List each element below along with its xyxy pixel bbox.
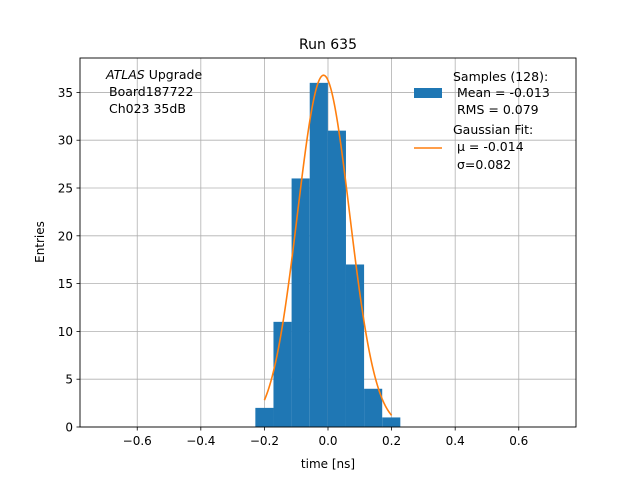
histogram-bar bbox=[364, 388, 383, 427]
y-tick-label: 35 bbox=[58, 86, 73, 100]
legend-fit-line-3: σ=0.082 bbox=[457, 157, 511, 172]
x-tick-label: −0.6 bbox=[123, 434, 152, 448]
legend-histogram-line-3: RMS = 0.079 bbox=[457, 102, 539, 117]
chart-title: Run 635 bbox=[299, 37, 357, 53]
histogram-bar bbox=[327, 130, 346, 428]
legend-histogram-line-1: Samples (128): bbox=[453, 69, 548, 84]
y-tick-label: 5 bbox=[65, 373, 73, 387]
y-tick-label: 0 bbox=[65, 421, 73, 435]
x-tick-label: −0.2 bbox=[250, 434, 279, 448]
y-tick-label: 20 bbox=[58, 229, 73, 243]
y-tick-label: 15 bbox=[58, 277, 73, 291]
histogram-bar bbox=[309, 82, 328, 427]
histogram-bar bbox=[345, 264, 365, 427]
annotation-upgrade: Upgrade bbox=[145, 67, 203, 82]
y-tick-label: 10 bbox=[58, 325, 73, 339]
histogram-bar bbox=[255, 407, 274, 427]
histogram-bars bbox=[255, 82, 401, 428]
annotation-line-1: ATLAS Upgrade bbox=[105, 67, 202, 82]
y-tick-label: 25 bbox=[58, 182, 73, 196]
y-axis-label: Entries bbox=[33, 221, 47, 263]
histogram-bar bbox=[382, 417, 401, 427]
legend-fit-line-1: Gaussian Fit: bbox=[453, 122, 533, 137]
histogram-bar bbox=[273, 321, 292, 427]
legend-histogram-swatch bbox=[414, 88, 442, 98]
y-tick-label: 30 bbox=[58, 134, 73, 148]
x-tick-label: 0.2 bbox=[382, 434, 401, 448]
x-tick-label: 0.0 bbox=[318, 434, 337, 448]
x-tick-label: −0.4 bbox=[186, 434, 215, 448]
annotation-atlas: ATLAS bbox=[105, 67, 145, 82]
x-axis-ticks: −0.6 −0.4 −0.2 0.0 0.2 0.4 0.6 bbox=[123, 427, 528, 448]
x-tick-label: 0.6 bbox=[509, 434, 528, 448]
x-tick-label: 0.4 bbox=[446, 434, 465, 448]
legend-histogram-line-2: Mean = -0.013 bbox=[457, 85, 550, 100]
annotation-channel: Ch023 35dB bbox=[109, 101, 186, 116]
gaussian-fit-curve bbox=[263, 74, 393, 416]
x-axis-label: time [ns] bbox=[301, 457, 355, 471]
legend-fit-line-2: μ = -0.014 bbox=[457, 139, 524, 154]
run-annotation: ATLAS Upgrade Board187722 Ch023 35dB bbox=[105, 67, 202, 116]
histogram-bar bbox=[291, 178, 310, 427]
y-axis-ticks: 0 5 10 15 20 25 30 35 bbox=[58, 86, 80, 435]
annotation-board: Board187722 bbox=[109, 84, 193, 99]
legend: Samples (128): Mean = -0.013 RMS = 0.079… bbox=[414, 69, 550, 172]
